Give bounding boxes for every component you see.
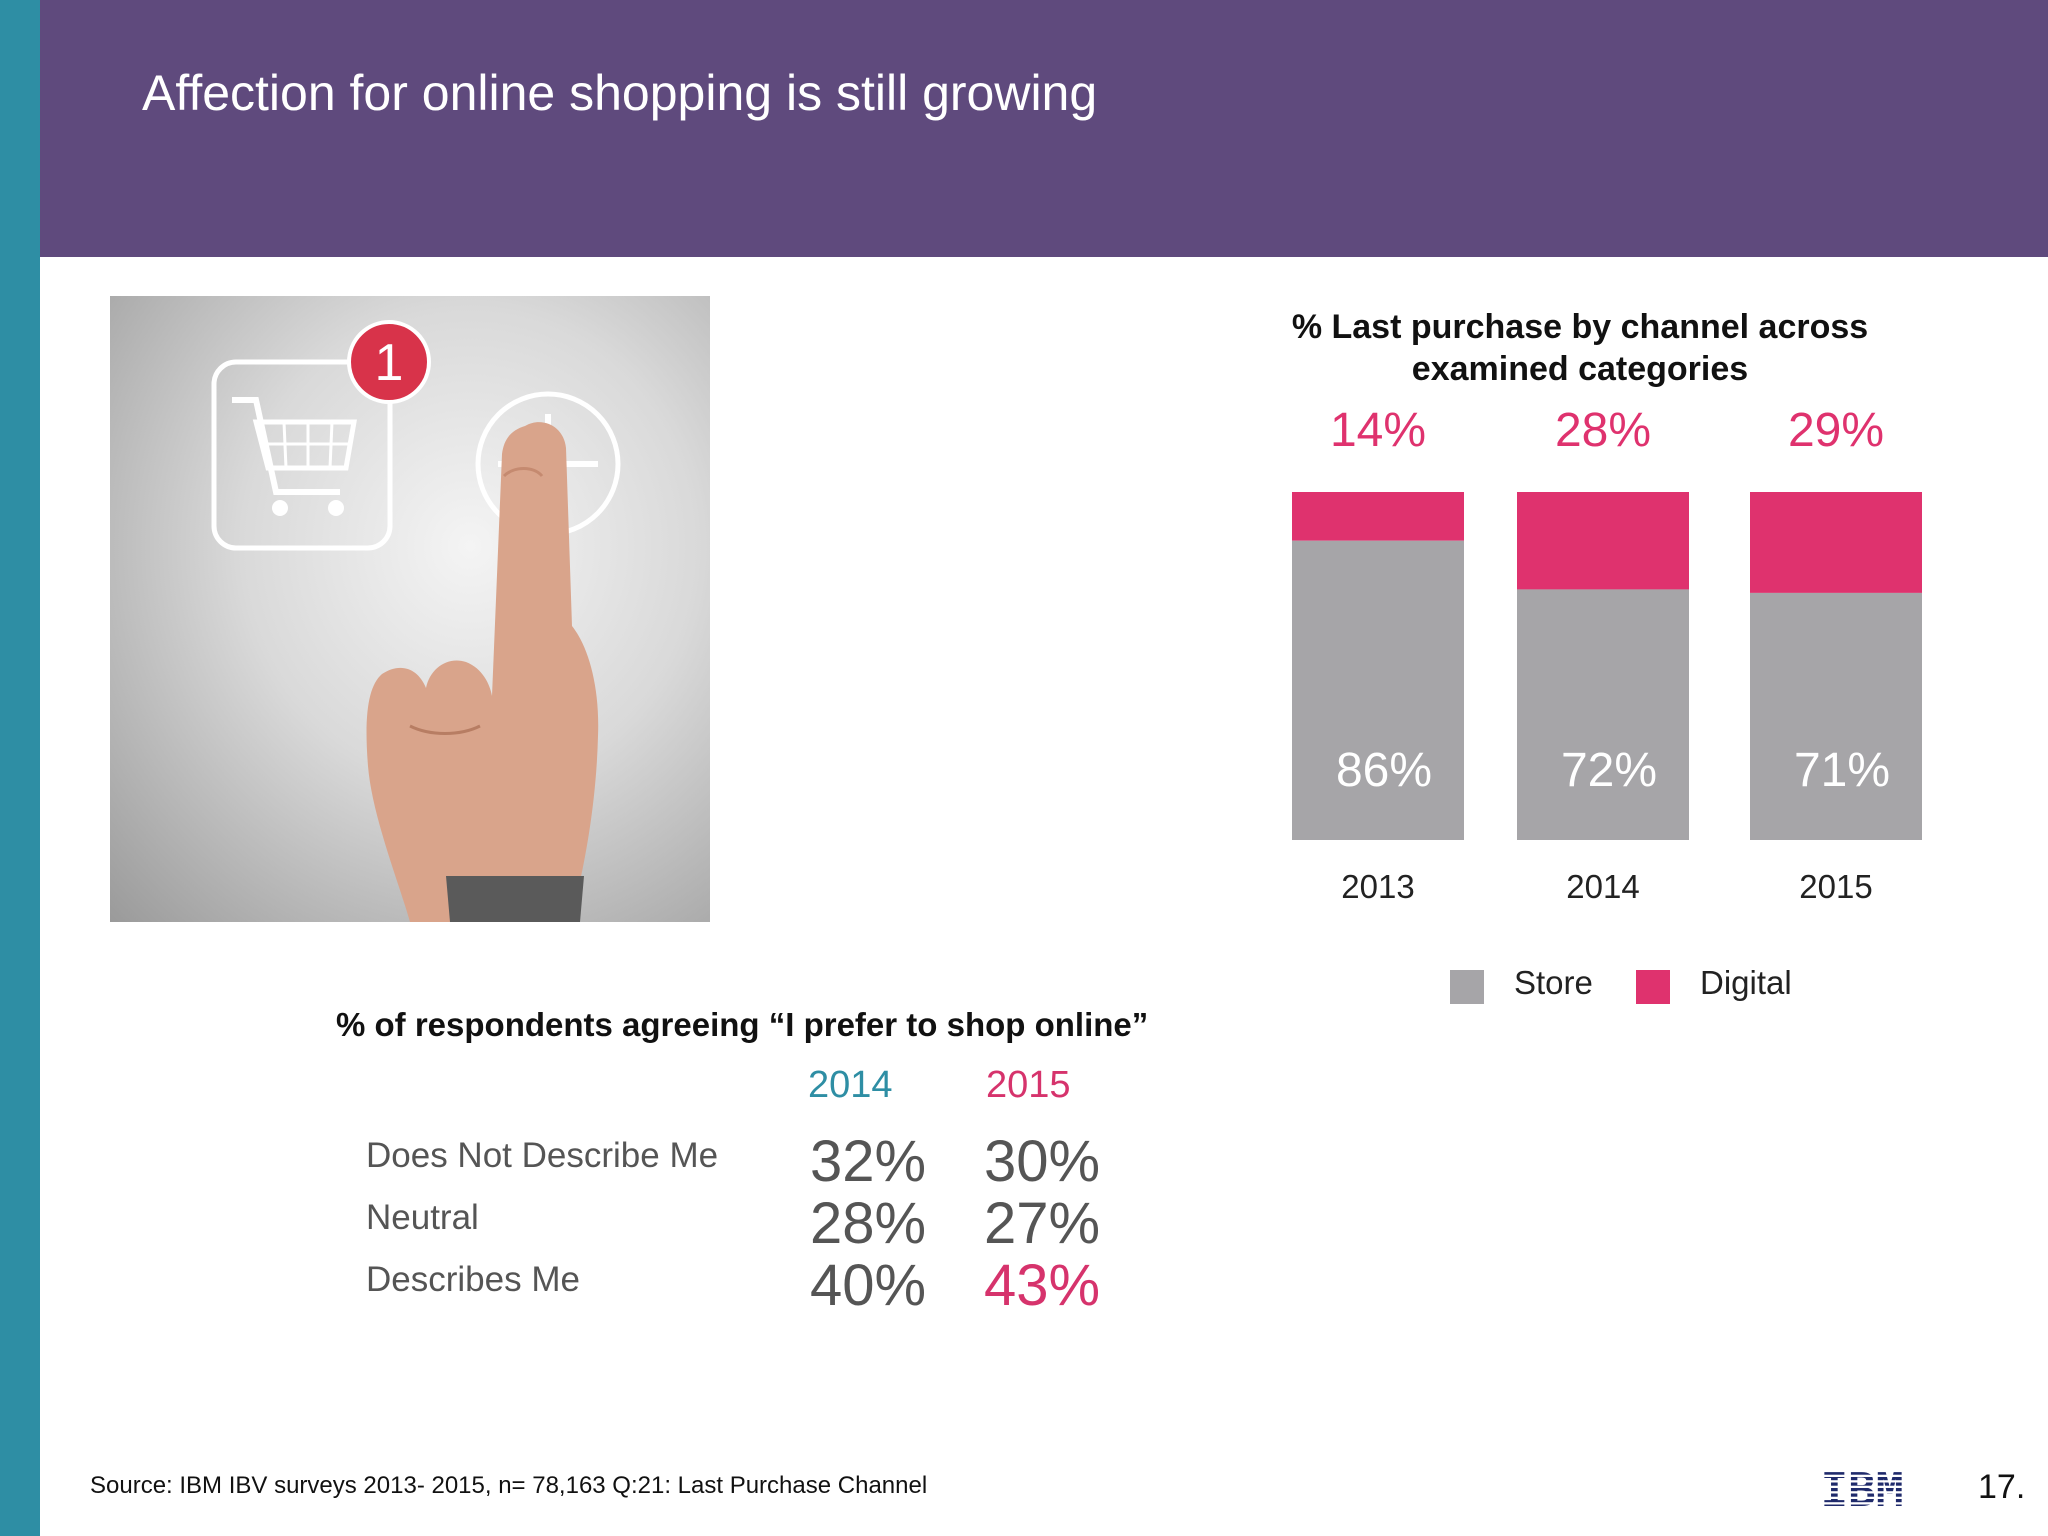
ibm-logo-text: IBM xyxy=(1820,1466,1903,1510)
slide-title: Affection for online shopping is still g… xyxy=(142,65,1098,121)
bar-store-2013 xyxy=(1292,540,1464,840)
bar-store-2014 xyxy=(1517,589,1689,840)
hand-touch-photo: 1 xyxy=(110,296,710,922)
survey-row-label: Describes Me xyxy=(366,1260,580,1299)
cart-badge-count: 1 xyxy=(375,334,404,392)
data-label-store-2015: 71% xyxy=(1794,744,1890,797)
data-label-store-2014: 72% xyxy=(1561,744,1657,797)
side-accent-bar xyxy=(0,0,40,1536)
legend-swatch-store xyxy=(1450,970,1484,1004)
pointing-hand xyxy=(366,422,599,922)
legend-item-digital: Digital xyxy=(1636,962,1792,1004)
x-tick-label-2014: 2014 xyxy=(1566,868,1639,905)
survey-value-2014: 40% xyxy=(810,1253,927,1318)
survey-value-2015: 27% xyxy=(984,1191,1101,1256)
survey-value-2014: 32% xyxy=(810,1129,927,1194)
bar-digital-2014 xyxy=(1517,492,1689,590)
survey-year-2015: 2015 xyxy=(986,1064,1071,1106)
data-label-digital-2013: 14% xyxy=(1330,404,1426,457)
x-tick-label-2013: 2013 xyxy=(1341,868,1414,905)
survey-year-2014: 2014 xyxy=(808,1064,893,1106)
survey-value-2015: 43% xyxy=(984,1253,1101,1318)
survey-row: Does Not Describe Me 32% 30% xyxy=(366,1128,1126,1194)
chart-title: % Last purchase by channel across examin… xyxy=(1291,308,1869,388)
survey-row-label: Neutral xyxy=(366,1198,479,1237)
channel-bar-chart: 14% 86% 2013 28% 72% 2014 29% 71% 2015 xyxy=(1292,404,1922,905)
bar-store-2015 xyxy=(1750,592,1922,840)
bar-digital-2013 xyxy=(1292,492,1464,541)
legend-label-digital: Digital xyxy=(1700,964,1792,1001)
source-note: Source: IBM IBV surveys 2013- 2015, n= 7… xyxy=(90,1472,928,1499)
survey-row-label: Does Not Describe Me xyxy=(366,1136,719,1175)
data-label-digital-2015: 29% xyxy=(1788,404,1884,457)
survey-row: Neutral 28% 27% xyxy=(366,1190,1126,1256)
survey-value-2015: 30% xyxy=(984,1129,1101,1194)
data-label-digital-2014: 28% xyxy=(1555,404,1651,457)
legend-label-store: Store xyxy=(1514,964,1593,1001)
survey-title: % of respondents agreeing “I prefer to s… xyxy=(336,1006,1149,1043)
data-label-store-2013: 86% xyxy=(1336,744,1432,797)
x-tick-label-2015: 2015 xyxy=(1799,868,1872,905)
ibm-logo: IBM xyxy=(1820,1466,1903,1510)
cart-badge: 1 xyxy=(347,320,431,404)
legend-swatch-digital xyxy=(1636,970,1670,1004)
page-number: 17. xyxy=(1978,1468,2026,1506)
shopping-cart-icon xyxy=(211,359,393,551)
bar-digital-2015 xyxy=(1750,492,1922,593)
legend-item-store: Store xyxy=(1450,962,1593,1004)
survey-row: Describes Me 40% 43% xyxy=(366,1252,1126,1318)
title-banner: Affection for online shopping is still g… xyxy=(40,0,2048,257)
survey-value-2014: 28% xyxy=(810,1191,927,1256)
